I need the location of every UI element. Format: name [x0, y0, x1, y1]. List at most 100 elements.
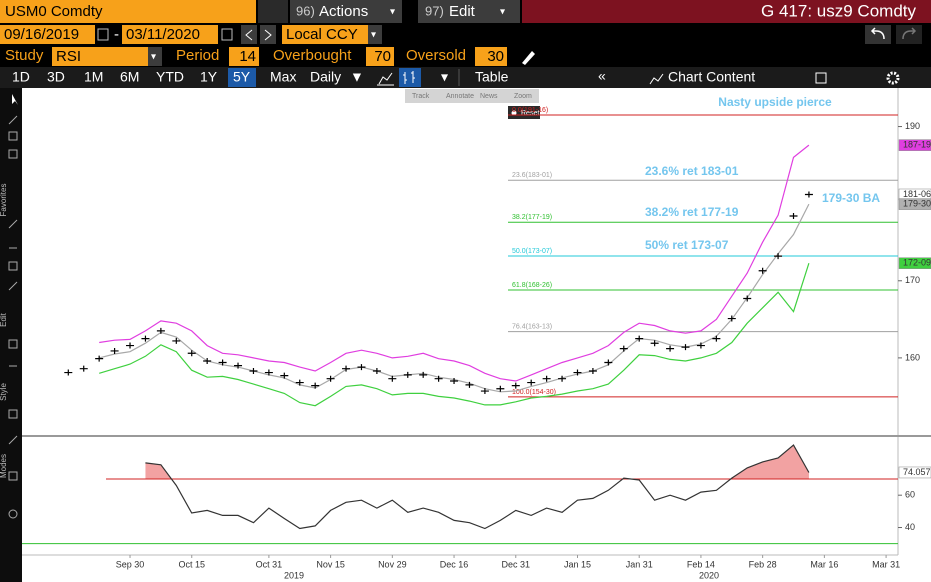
- price-bar: [789, 213, 798, 220]
- caret: ▾: [390, 7, 395, 18]
- range-tab[interactable]: 6M: [120, 69, 139, 85]
- actions-menu[interactable]: [290, 0, 402, 23]
- currency-field[interactable]: [282, 25, 368, 44]
- range-tab[interactable]: YTD: [156, 69, 184, 85]
- line-tool[interactable]: [8, 435, 18, 445]
- price-bar: [511, 382, 520, 389]
- edit-icon[interactable]: [815, 72, 827, 84]
- calendar-icon[interactable]: [221, 28, 233, 41]
- side-tab: Modes: [0, 454, 8, 478]
- x-tick-label: Dec 31: [502, 559, 531, 569]
- settings-tool[interactable]: [8, 509, 18, 519]
- security: USM0 Comdty: [5, 3, 103, 20]
- caret: ▼: [350, 69, 364, 85]
- range-tab[interactable]: 1M: [84, 69, 103, 85]
- mini-tool: Annotate: [446, 93, 474, 100]
- mini-tool: News: [480, 93, 498, 100]
- price-bar: [542, 375, 551, 382]
- price-bar: [558, 375, 567, 382]
- line-chart-icon[interactable]: [378, 72, 393, 85]
- study-field[interactable]: [52, 47, 148, 66]
- range-tab[interactable]: Max: [270, 69, 296, 85]
- line-tool[interactable]: [8, 219, 18, 229]
- price-bar: [619, 345, 628, 352]
- fib-label: 23.6(183-01): [512, 172, 552, 179]
- y-tick-label: 40: [905, 522, 915, 532]
- fib-label: 76.4(163-13): [512, 323, 552, 330]
- y-tick-label: 160: [905, 352, 920, 362]
- start-date: 09/16/2019: [4, 26, 79, 43]
- price-bar: [588, 367, 597, 374]
- header-bar: [522, 0, 931, 23]
- range-tab[interactable]: 1D: [12, 69, 30, 85]
- price-bar: [743, 295, 752, 302]
- chart-content[interactable]: Chart Content: [668, 69, 755, 85]
- table-button[interactable]: Table: [475, 69, 509, 85]
- bar-chart-button[interactable]: [399, 68, 421, 87]
- annotation: 179-30 BA: [822, 191, 880, 205]
- price-bar: [295, 379, 304, 386]
- settings-icon[interactable]: [886, 71, 900, 85]
- price-bar: [450, 378, 459, 385]
- caret: ▾: [441, 69, 448, 85]
- end-date-field[interactable]: [122, 25, 218, 44]
- oversold-field[interactable]: [475, 47, 507, 66]
- overbought-fill: [145, 445, 809, 480]
- frequency[interactable]: Daily: [310, 69, 341, 85]
- pencil-icon[interactable]: [522, 51, 535, 65]
- actions-number: 96): [296, 3, 315, 18]
- mini-toolbar: [405, 89, 539, 103]
- prev-button[interactable]: [241, 25, 257, 44]
- next-button[interactable]: [260, 25, 276, 44]
- undo-icon: [870, 27, 885, 40]
- price-bar: [650, 340, 659, 347]
- shape-tool[interactable]: [8, 149, 18, 159]
- price-bar: [311, 382, 320, 389]
- study-dropdown[interactable]: [148, 47, 162, 66]
- caret: ▾: [500, 7, 505, 18]
- shape-tool[interactable]: [8, 339, 18, 349]
- collapse-icon[interactable]: «: [598, 68, 606, 84]
- x-tick-label: Feb 28: [749, 559, 777, 569]
- overbought-label: Overbought: [273, 47, 352, 64]
- overbought-field[interactable]: [366, 47, 394, 66]
- line-tool[interactable]: [8, 115, 18, 125]
- range-tab[interactable]: 5Y: [233, 69, 251, 85]
- caret: ▾: [151, 52, 156, 63]
- price-bar: [527, 379, 536, 386]
- price-label: 179-30: [903, 199, 931, 209]
- fib-label: 100.0(154-30): [512, 389, 556, 396]
- currency-dropdown[interactable]: [368, 25, 382, 44]
- oversold-label: Oversold: [406, 47, 466, 64]
- security-field[interactable]: [0, 0, 256, 23]
- reset-button[interactable]: [508, 106, 540, 119]
- shape-tool[interactable]: [8, 409, 18, 419]
- edit-menu[interactable]: [418, 0, 520, 23]
- rsi-label: 74.057: [903, 467, 931, 477]
- range-tab[interactable]: 1Y: [200, 69, 218, 85]
- overbought: 70: [374, 48, 391, 65]
- calendar-icon[interactable]: [97, 28, 109, 41]
- date-separator: -: [114, 26, 119, 43]
- y-tick-label: 190: [905, 121, 920, 131]
- shape-tool[interactable]: [8, 471, 18, 481]
- study: RSI: [56, 48, 81, 65]
- shape-tool[interactable]: [8, 131, 18, 141]
- redo-button[interactable]: [896, 25, 922, 44]
- next-arrow: [264, 29, 272, 41]
- undo-button[interactable]: [865, 25, 891, 44]
- period-field[interactable]: [229, 47, 259, 66]
- shape-tool[interactable]: [8, 261, 18, 271]
- price-bar: [187, 350, 196, 357]
- price-bar: [604, 359, 613, 366]
- start-date-field[interactable]: [0, 25, 95, 44]
- pointer-tool[interactable]: [12, 94, 18, 105]
- range-tab[interactable]: 3D: [47, 69, 65, 85]
- price-bar: [388, 375, 397, 382]
- price-bar: [357, 364, 366, 371]
- edit: Edit: [449, 3, 476, 20]
- line-tool[interactable]: [8, 281, 18, 291]
- actions: Actions: [319, 3, 368, 20]
- blank-field: [258, 0, 288, 23]
- x-tick-label: Oct 15: [178, 559, 205, 569]
